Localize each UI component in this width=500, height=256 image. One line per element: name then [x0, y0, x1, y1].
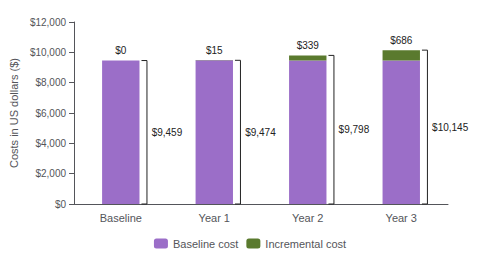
- svg-text:$4,000: $4,000: [35, 138, 66, 149]
- svg-text:$10,000: $10,000: [30, 47, 67, 58]
- svg-text:Baseline cost: Baseline cost: [173, 238, 238, 250]
- svg-text:$686: $686: [390, 35, 413, 46]
- svg-text:$12,000: $12,000: [30, 17, 67, 28]
- svg-text:$10,145: $10,145: [432, 122, 469, 133]
- svg-text:Costs in US dollars ($): Costs in US dollars ($): [8, 58, 20, 168]
- svg-text:$15: $15: [206, 45, 223, 56]
- svg-text:$6,000: $6,000: [35, 108, 66, 119]
- svg-text:$9,474: $9,474: [245, 127, 276, 138]
- svg-text:$339: $339: [297, 40, 320, 51]
- svg-text:Year 3: Year 3: [386, 212, 417, 224]
- svg-text:$2,000: $2,000: [35, 168, 66, 179]
- svg-text:$8,000: $8,000: [35, 77, 66, 88]
- svg-text:$9,459: $9,459: [152, 127, 183, 138]
- svg-text:Year 2: Year 2: [292, 212, 323, 224]
- svg-text:$0: $0: [115, 45, 127, 56]
- svg-text:Baseline: Baseline: [100, 212, 142, 224]
- svg-text:Year 1: Year 1: [199, 212, 230, 224]
- svg-text:Incremental cost: Incremental cost: [265, 238, 346, 250]
- svg-text:$0: $0: [55, 199, 67, 210]
- svg-text:$9,798: $9,798: [339, 124, 370, 135]
